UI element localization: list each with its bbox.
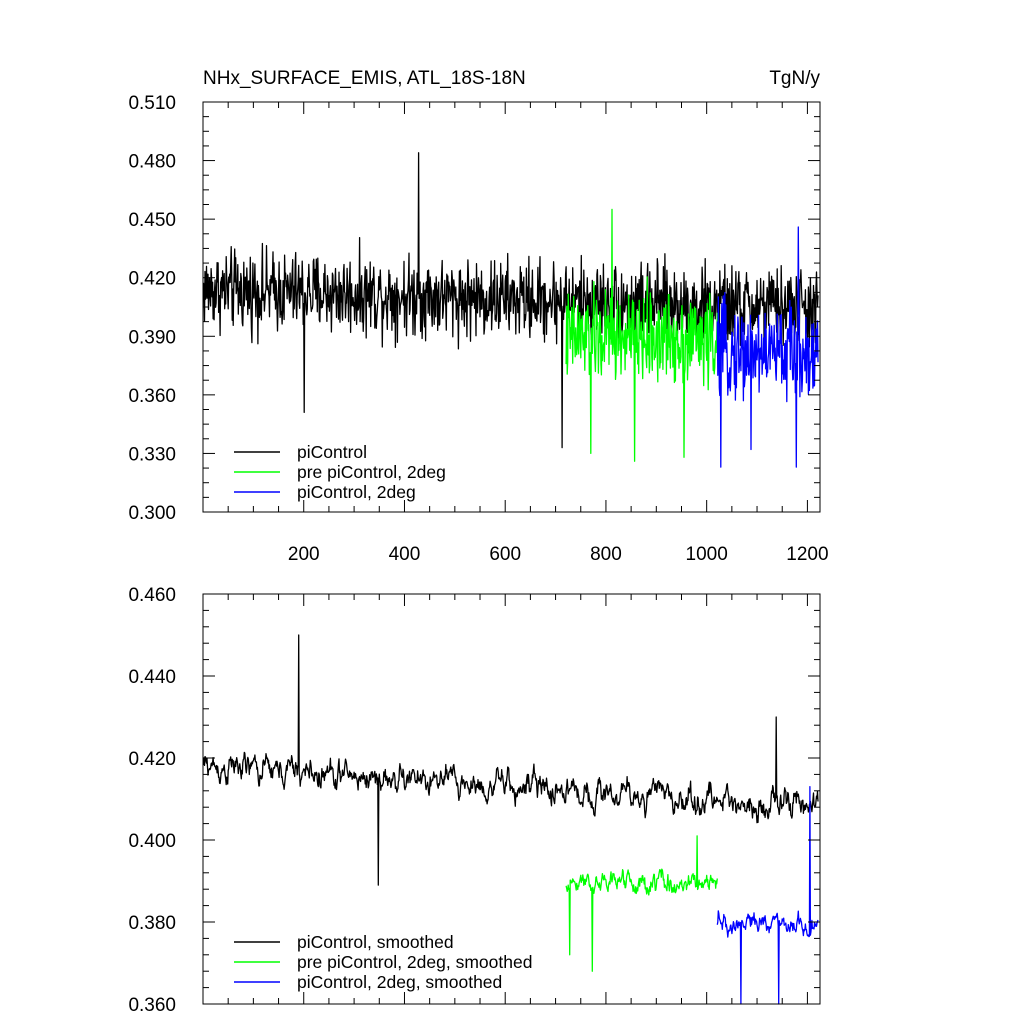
top-ticks-layer: 0.300 0.330 0.360 0.390 0.420 0.450 0.480 0.510… (128, 93, 828, 565)
top-y-tick-label: 0.420 (128, 269, 176, 290)
top-legend-label-3: piControl, 2deg (297, 482, 416, 502)
bottom-y-tick-label: 0.440 (128, 667, 176, 688)
top-x-tick-label: 600 (489, 544, 521, 565)
bottom-legend-label-2: pre piControl, 2deg, smoothed (297, 952, 532, 972)
top-x-tick-label: 800 (590, 544, 622, 565)
bottom-legend-label-3: piControl, 2deg, smoothed (297, 972, 502, 992)
top-y-tick-label: 0.450 (128, 210, 176, 231)
top-x-tick-label: 200 (288, 544, 320, 565)
bottom-y-tick-label: 0.400 (128, 831, 176, 852)
units-label: TgN/y (769, 68, 820, 89)
top-y-tick-label: 0.330 (128, 444, 176, 465)
bottom-ticks-layer: 0.360 0.380 0.400 0.420 0.440 0.460 (128, 585, 820, 1016)
top-panel: 0.300 0.330 0.360 0.390 0.420 0.450 0.480 0.510… (128, 93, 828, 565)
top-x-tick-label: 1000 (686, 544, 728, 565)
top-legend-label-1: piControl (297, 442, 367, 462)
top-x-tick-label: 400 (389, 544, 421, 565)
bottom-series-line-3 (716, 786, 819, 1005)
top-x-tick-label: 1200 (786, 544, 828, 565)
top-series-line-1 (202, 152, 819, 449)
bottom-y-tick-label: 0.380 (128, 913, 176, 934)
top-y-tick-label: 0.300 (128, 503, 176, 524)
bottom-plot-frame (202, 593, 821, 1005)
bottom-panel: 0.360 0.380 0.400 0.420 0.440 0.460 piControl… (128, 585, 821, 1016)
bottom-y-tick-label: 0.420 (128, 749, 176, 770)
bottom-series-layer (202, 634, 819, 1005)
top-series-layer (202, 152, 819, 468)
bottom-y-tick-label: 0.360 (128, 995, 176, 1016)
bottom-y-tick-label: 0.460 (128, 585, 176, 606)
chart-title: NHx_SURFACE_EMIS, ATL_18S-18N (203, 68, 526, 89)
bottom-series-line-2 (565, 835, 718, 972)
top-y-tick-label: 0.510 (128, 93, 176, 114)
top-series-line-3 (716, 226, 819, 468)
top-series-line-2 (565, 208, 718, 462)
top-y-tick-label: 0.480 (128, 152, 176, 173)
top-legend-label-2: pre piControl, 2deg (297, 462, 446, 482)
top-y-tick-label: 0.390 (128, 327, 176, 348)
top-y-tick-label: 0.360 (128, 386, 176, 407)
bottom-series-line-1 (202, 634, 819, 886)
bottom-legend-label-1: piControl, smoothed (297, 932, 454, 952)
